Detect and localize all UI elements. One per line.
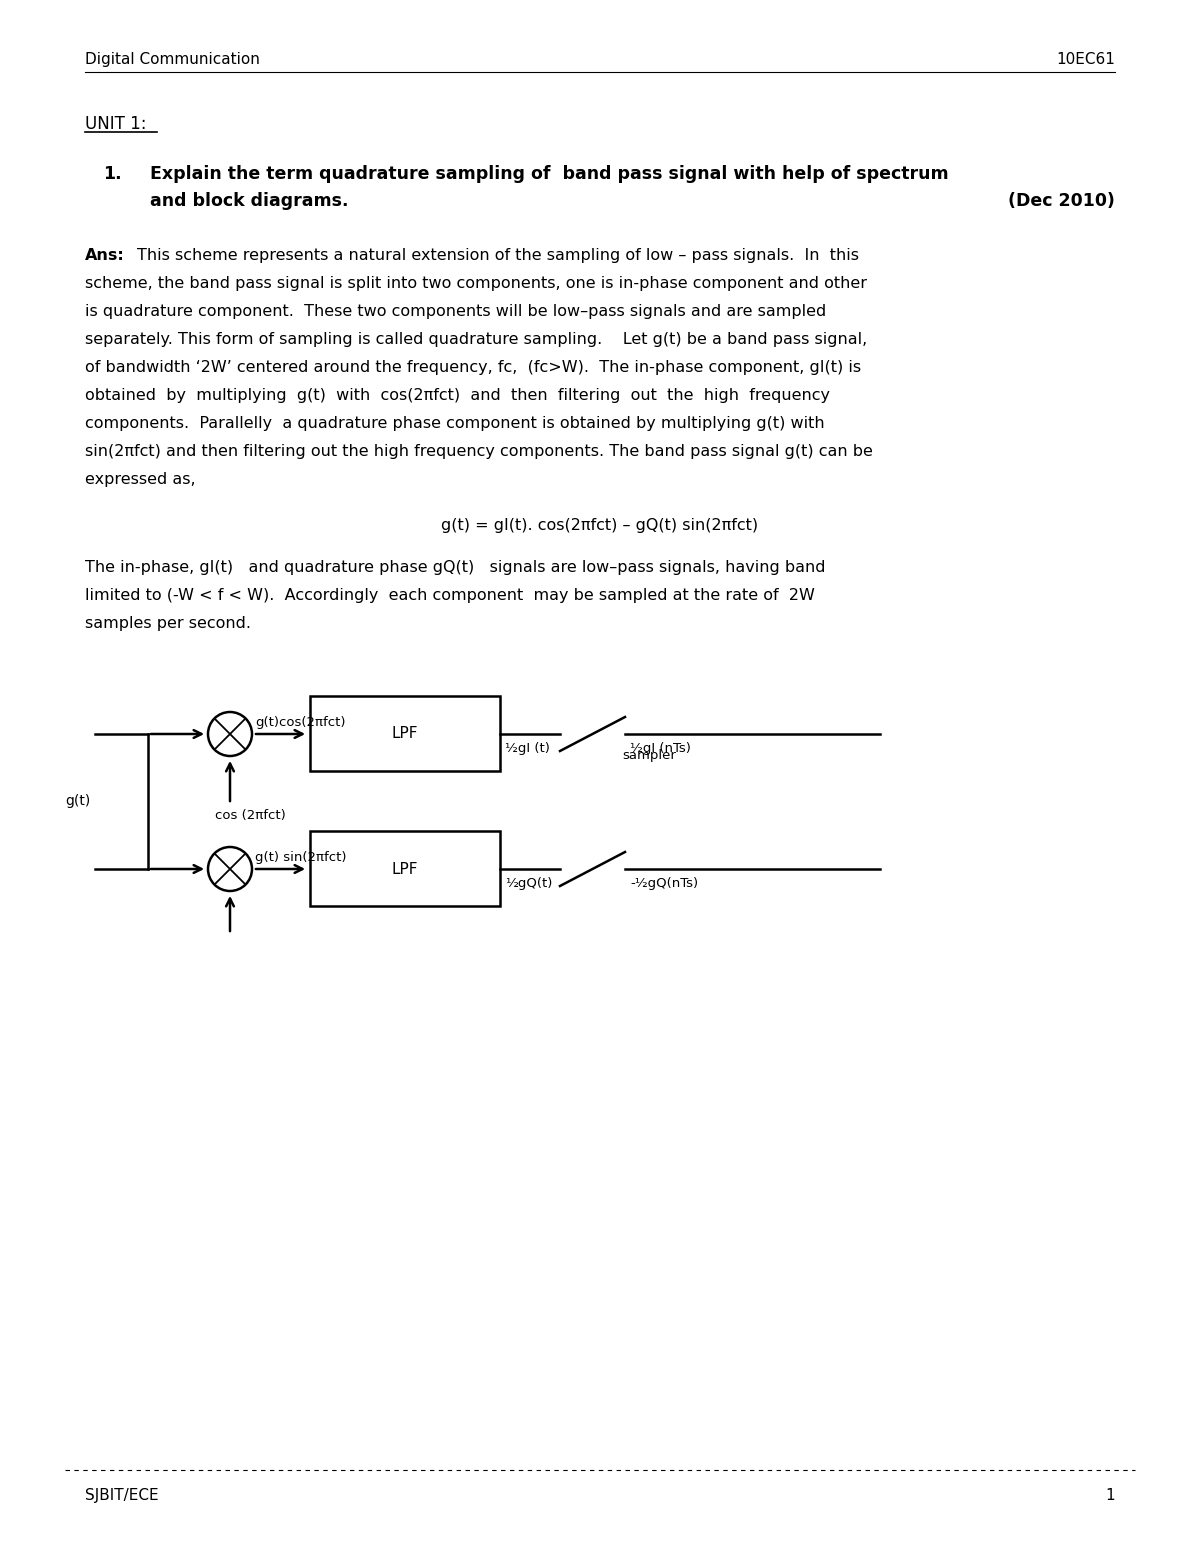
Text: Explain the term quadrature sampling of  band pass signal with help of spectrum: Explain the term quadrature sampling of … xyxy=(150,165,949,183)
Text: 10EC61: 10EC61 xyxy=(1056,51,1115,67)
Text: This scheme represents a natural extension of the sampling of low – pass signals: This scheme represents a natural extensi… xyxy=(137,248,859,262)
Text: 1.: 1. xyxy=(103,165,121,183)
Text: and block diagrams.: and block diagrams. xyxy=(150,193,348,210)
Text: g(t)cos(2πfct): g(t)cos(2πfct) xyxy=(256,716,346,728)
Text: sin(2πfct) and then filtering out the high frequency components. The band pass s: sin(2πfct) and then filtering out the hi… xyxy=(85,444,872,460)
Text: LPF: LPF xyxy=(391,727,419,741)
Text: LPF: LPF xyxy=(391,862,419,876)
Text: of bandwidth ‘2W’ centered around the frequency, fc,  (fc>W).  The in-phase comp: of bandwidth ‘2W’ centered around the fr… xyxy=(85,360,862,374)
Text: SJBIT/ECE: SJBIT/ECE xyxy=(85,1488,158,1503)
Text: obtained  by  multiplying  g(t)  with  cos(2πfct)  and  then  filtering  out  th: obtained by multiplying g(t) with cos(2π… xyxy=(85,388,830,402)
Text: scheme, the band pass signal is split into two components, one is in-phase compo: scheme, the band pass signal is split in… xyxy=(85,276,866,290)
Text: g(t): g(t) xyxy=(65,794,90,808)
Text: 1: 1 xyxy=(1105,1488,1115,1503)
Text: ½gQ(t): ½gQ(t) xyxy=(505,877,552,890)
Text: limited to (-W < f < W).  Accordingly  each component  may be sampled at the rat: limited to (-W < f < W). Accordingly eac… xyxy=(85,589,815,603)
Text: The in-phase, gI(t)   and quadrature phase gQ(t)   signals are low–pass signals,: The in-phase, gI(t) and quadrature phase… xyxy=(85,561,826,575)
Text: Ans:: Ans: xyxy=(85,248,125,262)
Bar xyxy=(310,831,500,905)
Text: sampler: sampler xyxy=(623,749,677,763)
Text: is quadrature component.  These two components will be low–pass signals and are : is quadrature component. These two compo… xyxy=(85,304,827,318)
Text: UNIT 1:: UNIT 1: xyxy=(85,115,146,134)
Text: expressed as,: expressed as, xyxy=(85,472,196,488)
Text: separately. This form of sampling is called quadrature sampling.    Let g(t) be : separately. This form of sampling is cal… xyxy=(85,332,868,346)
Text: Digital Communication: Digital Communication xyxy=(85,51,260,67)
Text: g(t) = gI(t). cos(2πfct) – gQ(t) sin(2πfct): g(t) = gI(t). cos(2πfct) – gQ(t) sin(2πf… xyxy=(442,519,758,533)
Text: ½gI (t): ½gI (t) xyxy=(505,742,550,755)
Text: (Dec 2010): (Dec 2010) xyxy=(1008,193,1115,210)
Bar xyxy=(310,696,500,770)
Text: components.  Parallelly  a quadrature phase component is obtained by multiplying: components. Parallelly a quadrature phas… xyxy=(85,416,824,432)
Text: cos (2πfct): cos (2πfct) xyxy=(215,809,286,822)
Text: g(t) sin(2πfct): g(t) sin(2πfct) xyxy=(256,851,347,863)
Text: ½gI (nTs): ½gI (nTs) xyxy=(630,742,691,755)
Text: samples per second.: samples per second. xyxy=(85,617,251,631)
Text: -½gQ(nTs): -½gQ(nTs) xyxy=(630,877,698,890)
